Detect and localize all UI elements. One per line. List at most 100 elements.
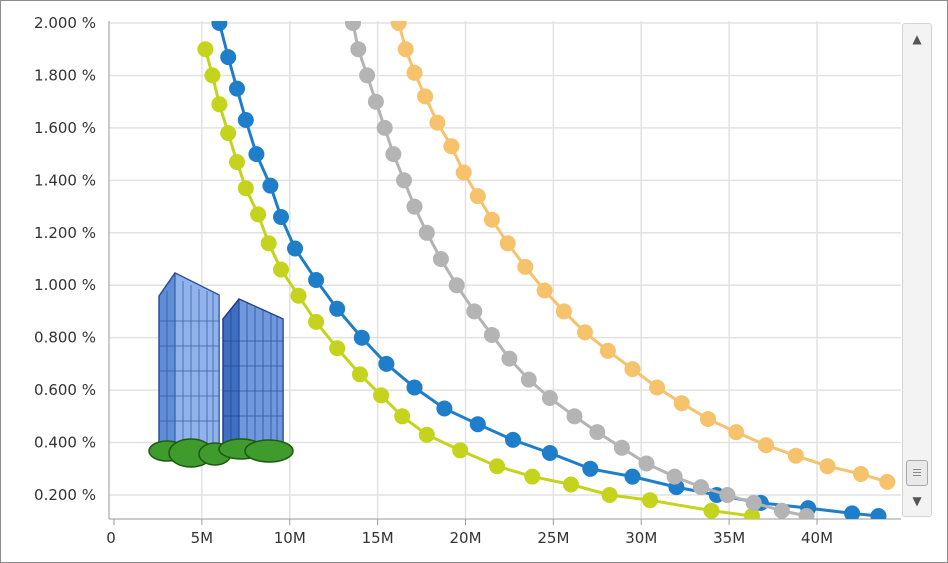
data-point[interactable] [745, 494, 762, 511]
data-point[interactable] [693, 479, 709, 496]
data-point[interactable] [262, 177, 279, 194]
data-point[interactable] [353, 329, 370, 346]
data-point[interactable] [237, 112, 254, 128]
data-point[interactable] [469, 416, 486, 433]
data-point[interactable] [220, 49, 237, 66]
data-point[interactable] [505, 431, 521, 448]
data-point[interactable] [719, 487, 736, 503]
data-point[interactable] [290, 287, 307, 304]
data-point[interactable] [541, 390, 558, 406]
data-point[interactable] [250, 206, 267, 223]
data-point[interactable] [536, 282, 553, 299]
data-point[interactable] [248, 146, 265, 163]
data-point[interactable] [483, 211, 500, 228]
data-point[interactable] [582, 460, 599, 477]
data-point[interactable] [417, 88, 434, 105]
data-point[interactable] [879, 473, 896, 490]
data-point[interactable] [329, 340, 346, 357]
data-point[interactable] [204, 67, 221, 84]
data-point[interactable] [397, 41, 414, 58]
data-point[interactable] [378, 355, 395, 372]
data-point[interactable] [819, 458, 836, 475]
data-point[interactable] [329, 300, 346, 317]
data-point[interactable] [773, 502, 790, 519]
data-point[interactable] [728, 424, 745, 441]
data-point[interactable] [443, 138, 460, 155]
data-point[interactable] [649, 379, 666, 396]
data-point[interactable] [489, 458, 506, 475]
data-point[interactable] [673, 395, 690, 412]
data-point[interactable] [601, 487, 618, 503]
data-point[interactable] [744, 508, 760, 524]
data-point[interactable] [359, 67, 376, 84]
data-point[interactable] [260, 235, 277, 252]
data-point[interactable] [396, 172, 412, 189]
data-point[interactable] [758, 437, 774, 454]
chevron-down-icon[interactable]: ▼ [912, 494, 922, 508]
data-point[interactable] [566, 408, 583, 425]
data-point[interactable] [287, 240, 303, 257]
data-point[interactable] [499, 235, 516, 252]
data-point[interactable] [599, 342, 616, 359]
data-point[interactable] [666, 468, 683, 485]
data-point[interactable] [432, 251, 449, 267]
data-point[interactable] [700, 411, 716, 427]
data-point[interactable] [501, 350, 518, 367]
data-point[interactable] [483, 327, 500, 343]
data-point[interactable] [448, 277, 465, 294]
data-point[interactable] [376, 119, 393, 136]
data-point[interactable] [237, 180, 254, 197]
data-point[interactable] [624, 468, 641, 485]
data-point[interactable] [418, 224, 435, 241]
data-point[interactable] [613, 439, 630, 456]
data-point[interactable] [541, 445, 558, 461]
data-point[interactable] [524, 468, 541, 485]
data-point[interactable] [352, 366, 368, 383]
data-point[interactable] [373, 387, 390, 404]
data-point[interactable] [787, 447, 804, 464]
data-point[interactable] [394, 408, 411, 425]
data-point[interactable] [418, 426, 435, 443]
data-point[interactable] [589, 424, 606, 441]
data-point[interactable] [436, 400, 453, 417]
data-point[interactable] [308, 313, 325, 330]
data-point[interactable] [197, 41, 214, 58]
data-point[interactable] [350, 41, 367, 58]
data-point[interactable] [211, 96, 228, 113]
data-point[interactable] [406, 379, 423, 396]
data-point[interactable] [229, 80, 245, 97]
data-point[interactable] [624, 361, 641, 378]
data-point[interactable] [703, 502, 720, 519]
data-point[interactable] [211, 15, 228, 31]
data-point[interactable] [466, 303, 483, 320]
scrollbar-thumb[interactable] [906, 460, 928, 486]
data-point[interactable] [429, 114, 446, 131]
data-point[interactable] [520, 371, 537, 388]
data-point[interactable] [870, 508, 887, 524]
data-point[interactable] [345, 15, 361, 31]
data-point[interactable] [406, 64, 423, 81]
data-point[interactable] [563, 476, 579, 493]
data-point[interactable] [798, 508, 815, 524]
data-point[interactable] [406, 198, 423, 215]
data-point[interactable] [455, 164, 472, 181]
data-point[interactable] [469, 188, 486, 205]
data-point[interactable] [577, 324, 593, 341]
data-point[interactable] [367, 93, 384, 110]
data-point[interactable] [844, 505, 861, 521]
data-point[interactable] [638, 455, 655, 472]
data-point[interactable] [385, 146, 402, 163]
vertical-scrollbar[interactable]: ▲ ▼ [902, 23, 932, 517]
data-point[interactable] [273, 261, 289, 278]
data-point[interactable] [229, 154, 245, 170]
data-point[interactable] [517, 258, 534, 275]
data-point[interactable] [220, 125, 237, 142]
data-point[interactable] [642, 492, 658, 509]
chevron-up-icon[interactable]: ▲ [912, 32, 922, 46]
data-point[interactable] [308, 272, 325, 288]
data-point[interactable] [273, 209, 289, 225]
data-point[interactable] [452, 442, 469, 459]
data-point[interactable] [555, 303, 572, 320]
data-point[interactable] [390, 15, 407, 31]
data-point[interactable] [852, 466, 869, 482]
